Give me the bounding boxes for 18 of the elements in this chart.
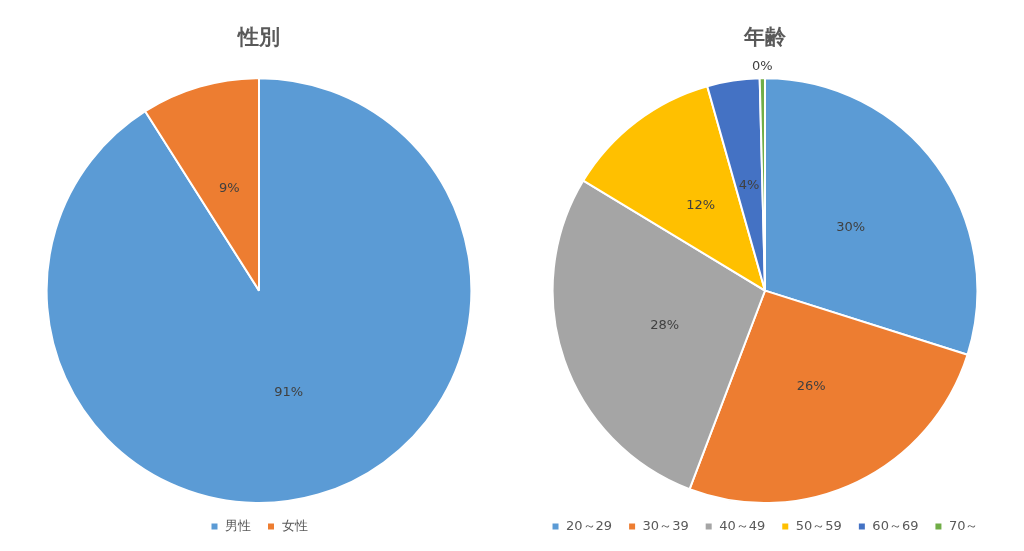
data-label: 26% <box>796 377 826 393</box>
data-label: 91% <box>274 383 304 399</box>
legend-label: 男性 <box>225 517 251 533</box>
legend-label: 70～ <box>948 517 979 533</box>
legend-label: 40～49 <box>719 517 766 533</box>
data-label: 0% <box>751 57 773 73</box>
legend-label: 30～39 <box>642 517 689 533</box>
legend-label: 女性 <box>281 517 308 533</box>
data-label: 4% <box>738 176 760 192</box>
data-label: 30% <box>836 219 866 235</box>
legend-label: 60～69 <box>872 517 919 533</box>
data-label: 9% <box>219 179 240 195</box>
data-label: 12% <box>686 197 716 213</box>
legend-label: 20～29 <box>566 517 613 533</box>
data-label: 28% <box>650 316 680 332</box>
legend-label: 50～59 <box>795 517 842 533</box>
chart-title: 性別 <box>236 25 280 50</box>
chart-title: 年齢 <box>743 25 787 50</box>
